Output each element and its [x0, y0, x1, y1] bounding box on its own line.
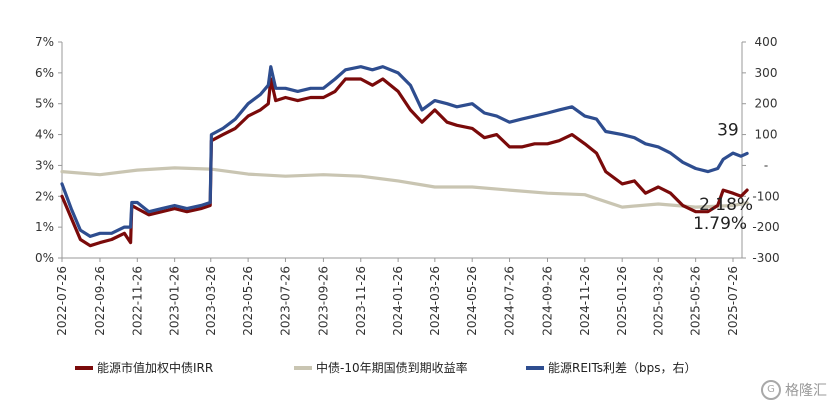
x-tick-label: 2024-11-26	[578, 266, 592, 336]
legend-swatch-irr	[75, 365, 93, 370]
legend-item-irr: 能源市值加权中债IRR	[75, 359, 213, 376]
legend-swatch-bond	[294, 365, 312, 370]
right-tick-label: -100	[752, 189, 779, 203]
x-tick-label: 2025-05-26	[689, 266, 703, 336]
series-line-0	[60, 77, 749, 248]
legend-swatch-spread	[526, 365, 544, 370]
series-lines	[60, 65, 749, 248]
x-tick-label: 2023-03-26	[204, 266, 218, 336]
left-tick-label: 6%	[35, 66, 54, 80]
left-tick-label: 7%	[35, 35, 54, 49]
x-tick-label: 2022-09-26	[93, 266, 107, 336]
x-tick-label: 2022-11-26	[130, 266, 144, 336]
left-tick-label: 4%	[35, 128, 54, 142]
x-axis: 2022-07-26 2022-09-26 2022-11-26 2023-01-26…	[55, 257, 742, 336]
gelonghui-logo-icon: G	[761, 380, 781, 400]
left-tick-label: 3%	[35, 158, 54, 172]
x-tick-label: 2022-07-26	[55, 266, 69, 336]
end-value-label: 1.79%	[693, 214, 747, 234]
x-tick-label: 2025-03-26	[651, 266, 665, 336]
x-tick-label: 2023-11-26	[354, 266, 368, 336]
x-tick-label: 2025-07-26	[726, 266, 740, 336]
end-value-label: 39	[717, 120, 739, 140]
right-tick-label: -	[764, 158, 768, 172]
x-tick-label: 2024-01-26	[391, 266, 405, 336]
right-tick-label: -200	[752, 220, 779, 234]
left-tick-label: 1%	[35, 220, 54, 234]
legend-item-bond: 中债-10年期国债到期收益率	[294, 359, 468, 376]
left-y-axis: 0% 1% 2% 3% 4% 5% 6% 7%	[35, 35, 63, 265]
x-tick-label: 2025-01-26	[615, 266, 629, 336]
right-tick-label: 400	[755, 35, 778, 49]
legend-label-spread: 能源REITs利差（bps，右）	[548, 361, 697, 375]
x-tick-label: 2024-03-26	[428, 266, 442, 336]
right-tick-label: 100	[755, 128, 778, 142]
legend: 能源市值加权中债IRR 中债-10年期国债到期收益率 能源REITs利差（bps…	[0, 356, 835, 378]
x-tick-label: 2023-01-26	[168, 266, 182, 336]
right-tick-label: -300	[752, 251, 779, 265]
x-tick-label: 2024-09-26	[540, 266, 554, 336]
x-tick-label: 2024-05-26	[465, 266, 479, 336]
x-tick-label: 2023-07-26	[278, 266, 292, 336]
right-tick-label: 300	[755, 66, 778, 80]
watermark-text: 格隆汇	[785, 383, 827, 399]
end-value-label: 2.18%	[699, 195, 753, 215]
left-tick-label: 0%	[35, 251, 54, 265]
series-line-2	[60, 65, 749, 238]
legend-label-bond: 中债-10年期国债到期收益率	[316, 361, 468, 375]
legend-item-spread: 能源REITs利差（bps，右）	[526, 359, 697, 376]
x-tick-label: 2024-07-26	[503, 266, 517, 336]
left-tick-label: 5%	[35, 97, 54, 111]
right-tick-label: 200	[755, 97, 778, 111]
chart-canvas: 0%1%2%3%4%5%6%7% -300-200-100-1002003004…	[35, 35, 780, 336]
x-tick-label: 2023-05-26	[241, 266, 255, 336]
left-tick-label: 2%	[35, 189, 54, 203]
legend-label-irr: 能源市值加权中债IRR	[97, 361, 214, 375]
series-line-1	[60, 166, 749, 209]
watermark: G 格隆汇	[761, 380, 827, 400]
annotations: 39 2.18%1.79%	[693, 120, 753, 233]
x-tick-label: 2023-09-26	[316, 266, 330, 336]
